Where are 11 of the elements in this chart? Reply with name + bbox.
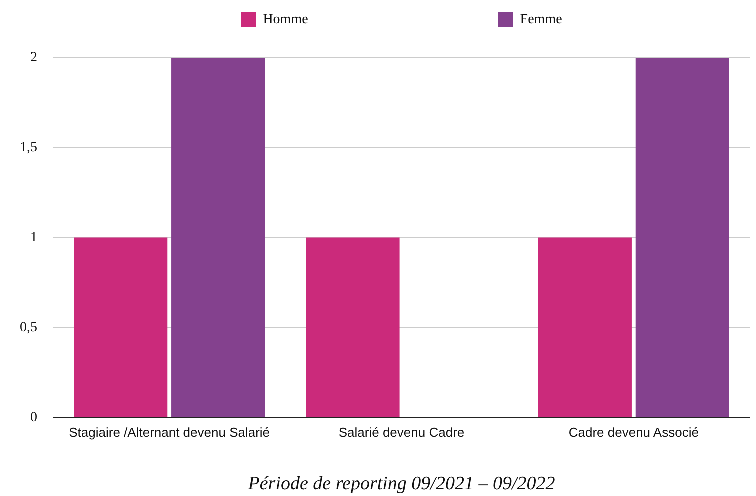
- y-tick-label: 0: [30, 410, 38, 426]
- legend-label: Femme: [520, 12, 562, 28]
- x-tick-label: Stagiaire /Alternant devenu Salarié: [69, 424, 270, 440]
- x-tick-label: Cadre devenu Associé: [568, 424, 699, 440]
- y-tick-label: 2: [30, 50, 38, 66]
- x-tick-label: Salarié devenu Cadre: [338, 424, 465, 440]
- legend-label: Homme: [263, 12, 308, 28]
- x-axis-title: Période de reporting 09/2021 – 09/2022: [247, 474, 556, 495]
- y-tick-label: 1,5: [20, 140, 38, 156]
- y-tick-label: 0,5: [20, 320, 38, 336]
- y-tick-label: 1: [30, 230, 38, 246]
